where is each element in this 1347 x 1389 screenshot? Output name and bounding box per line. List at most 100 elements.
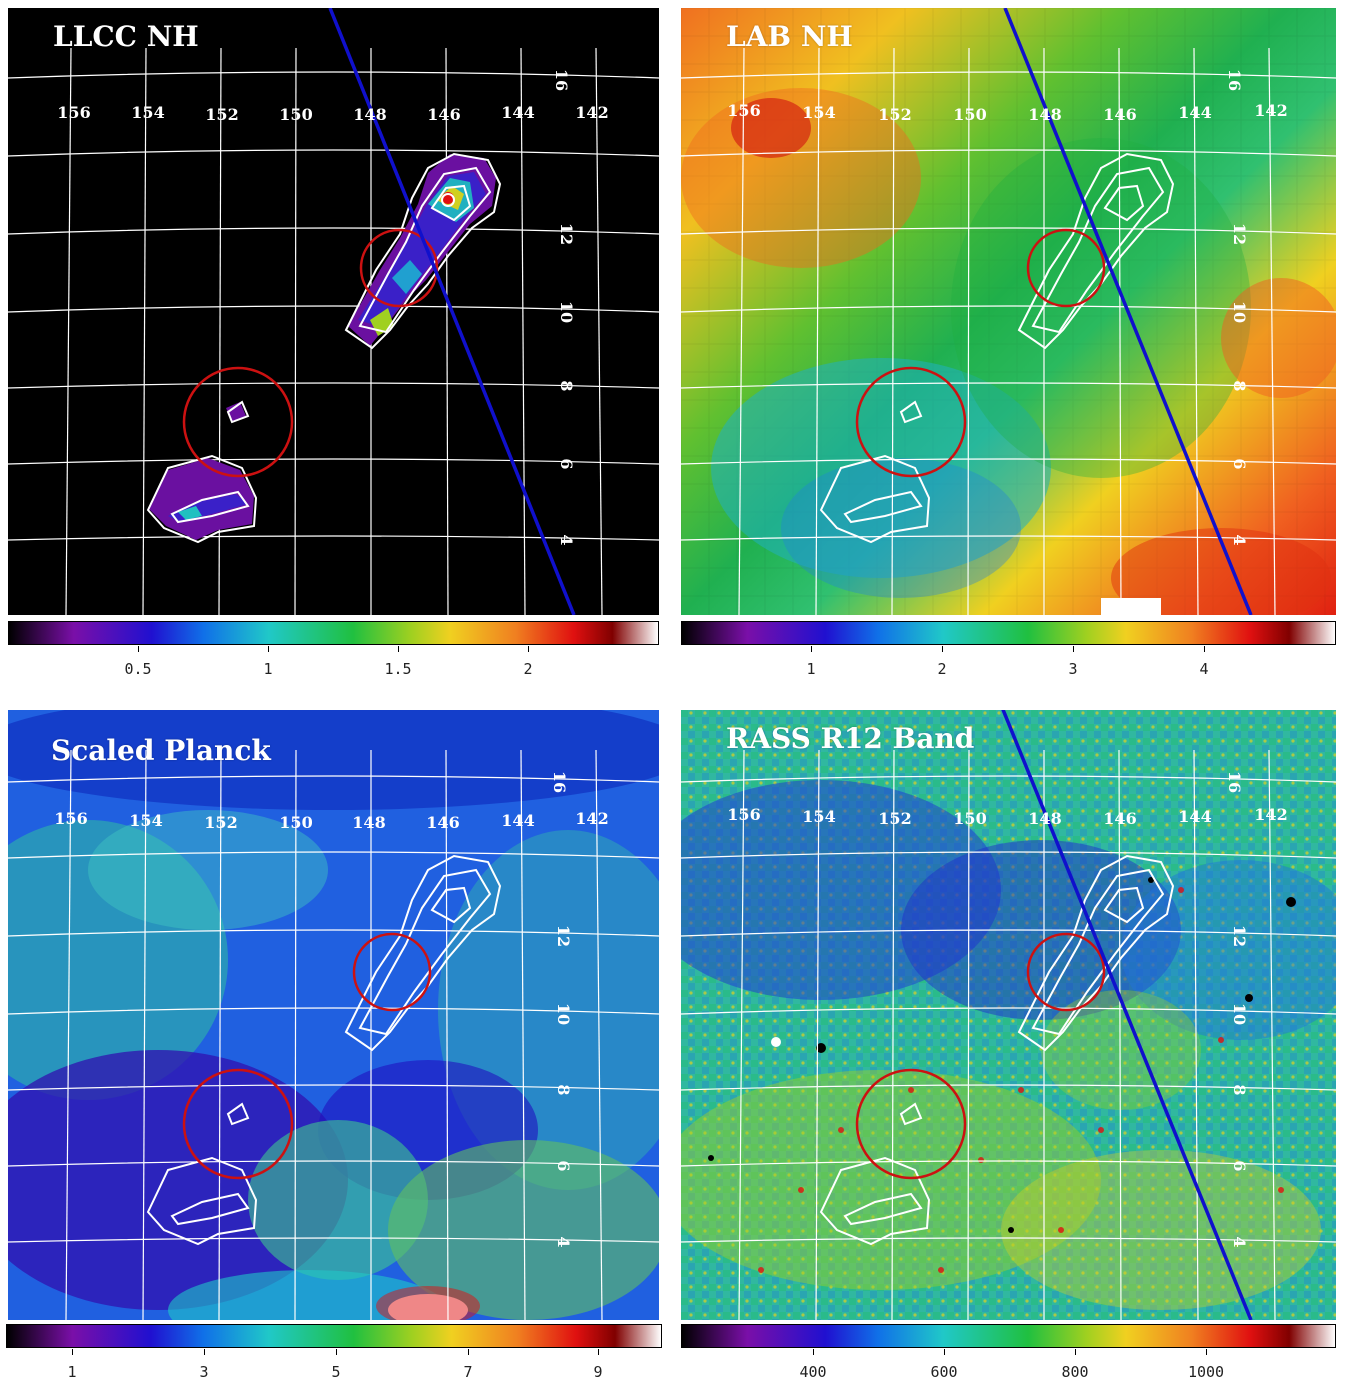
lat-label: 6 — [554, 1160, 573, 1171]
colorbar-scaled-planck — [6, 1324, 662, 1348]
lon-label: 144 — [1178, 103, 1211, 122]
lon-label: 154 — [802, 807, 835, 826]
lon-label: 156 — [727, 101, 760, 120]
grid — [8, 47, 659, 615]
lat-label: 12 — [557, 223, 576, 245]
colorbar-llcc-nh — [8, 621, 659, 645]
colorbar-ticks: 400 600 800 1000 — [681, 1349, 1336, 1389]
scan-track — [328, 8, 576, 615]
panel-title: RASS R12 Band — [726, 722, 975, 755]
lon-label: 144 — [501, 811, 534, 830]
tick-label: 7 — [463, 1363, 473, 1381]
tick-label: 1000 — [1187, 1363, 1225, 1381]
lon-label: 152 — [878, 809, 911, 828]
lon-label: 154 — [129, 811, 162, 830]
colorbar-rass-r12 — [681, 1324, 1336, 1348]
lon-label: 154 — [802, 103, 835, 122]
region-circle-north — [359, 228, 439, 308]
contours — [819, 152, 1175, 544]
lat-label: 8 — [557, 380, 576, 391]
grid — [681, 47, 1336, 615]
contours — [146, 152, 502, 544]
lat-labels: 16 12 10 8 6 4 — [550, 771, 573, 1248]
panel-llcc-nh: 156 154 152 150 148 146 144 142 16 12 10… — [8, 8, 659, 615]
lon-label: 150 — [279, 105, 312, 124]
scaled-planck-map: 156 154 152 150 148 146 144 142 16 12 10… — [8, 710, 659, 1320]
tick-label: 2 — [937, 660, 947, 678]
tick-label: 1 — [806, 660, 816, 678]
region-circle-south — [855, 366, 967, 478]
llcc-nh-map: 156 154 152 150 148 146 144 142 16 12 10… — [8, 8, 659, 615]
lon-label: 142 — [1254, 805, 1287, 824]
tick-label: 600 — [930, 1363, 958, 1381]
tick-label: 5 — [331, 1363, 341, 1381]
tick-label: 1.5 — [384, 660, 412, 678]
tick-label: 3 — [1068, 660, 1078, 678]
lat-label: 10 — [554, 1003, 573, 1025]
lon-label: 142 — [575, 103, 608, 122]
tick-label: 0.5 — [124, 660, 152, 678]
tick-label: 1 — [263, 660, 273, 678]
rass-r12-map: 156 154 152 150 148 146 144 142 16 12 10… — [681, 710, 1336, 1320]
lat-label: 6 — [557, 458, 576, 469]
panel-title: LLCC NH — [53, 20, 199, 53]
scan-track — [1003, 8, 1253, 615]
lon-label: 148 — [1028, 809, 1061, 828]
dark-spots — [708, 877, 1296, 1233]
lon-label: 150 — [953, 105, 986, 124]
region-circle-south — [855, 1068, 967, 1180]
scan-track — [1001, 710, 1253, 1320]
region-circle-south — [182, 366, 294, 478]
lon-label: 146 — [1103, 105, 1136, 124]
lat-label: 4 — [554, 1236, 573, 1247]
lat-label: 12 — [1230, 223, 1249, 245]
lon-label: 144 — [501, 103, 534, 122]
lon-label: 154 — [131, 103, 164, 122]
lat-label: 16 — [1225, 771, 1244, 793]
lon-labels: 156 154 152 150 148 146 144 142 — [54, 809, 608, 832]
tick-label: 400 — [799, 1363, 827, 1381]
panel-scaled-planck: 156 154 152 150 148 146 144 142 16 12 10… — [8, 710, 659, 1320]
tick-label: 1 — [67, 1363, 77, 1381]
lon-label: 144 — [1178, 807, 1211, 826]
lat-label: 10 — [1230, 1003, 1249, 1025]
lat-label: 8 — [1230, 1084, 1249, 1095]
bright-source — [771, 1037, 781, 1047]
lon-label: 152 — [205, 105, 238, 124]
lon-label: 156 — [57, 103, 90, 122]
panel-title: LAB NH — [726, 20, 853, 53]
tick-label: 800 — [1061, 1363, 1089, 1381]
lat-label: 4 — [1230, 534, 1249, 545]
lat-label: 10 — [1230, 301, 1249, 323]
lon-label: 142 — [575, 809, 608, 828]
lat-label: 12 — [554, 925, 573, 947]
colorbar-ticks: 1 2 3 4 — [681, 646, 1336, 686]
lon-label: 146 — [426, 813, 459, 832]
lon-label: 152 — [878, 105, 911, 124]
lat-label: 16 — [550, 771, 569, 793]
contours — [819, 854, 1175, 1246]
lat-labels: 16 12 10 8 6 4 — [552, 69, 576, 546]
grid — [681, 749, 1336, 1320]
lat-label: 10 — [557, 301, 576, 323]
lat-label: 6 — [1230, 1160, 1249, 1171]
lon-label: 156 — [727, 805, 760, 824]
colorbar-lab-nh — [681, 621, 1336, 645]
lat-label: 4 — [1230, 1236, 1249, 1247]
lat-label: 6 — [1230, 458, 1249, 469]
tick-label: 3 — [199, 1363, 209, 1381]
lon-label: 146 — [427, 105, 460, 124]
grid — [8, 749, 659, 1320]
lat-labels: 16 12 10 8 6 4 — [1225, 69, 1249, 546]
lon-label: 150 — [279, 813, 312, 832]
lon-label: 148 — [353, 105, 386, 124]
lab-nh-map: 156 154 152 150 148 146 144 142 16 12 10… — [681, 8, 1336, 615]
lat-label: 12 — [1230, 925, 1249, 947]
panel-lab-nh: 156 154 152 150 148 146 144 142 16 12 10… — [681, 8, 1336, 615]
lon-label: 148 — [1028, 105, 1061, 124]
gas-cloud-south — [148, 402, 254, 540]
region-circle-north — [1026, 228, 1106, 308]
region-circle-south — [182, 1068, 294, 1180]
tick-label: 4 — [1199, 660, 1209, 678]
lon-label: 152 — [204, 813, 237, 832]
